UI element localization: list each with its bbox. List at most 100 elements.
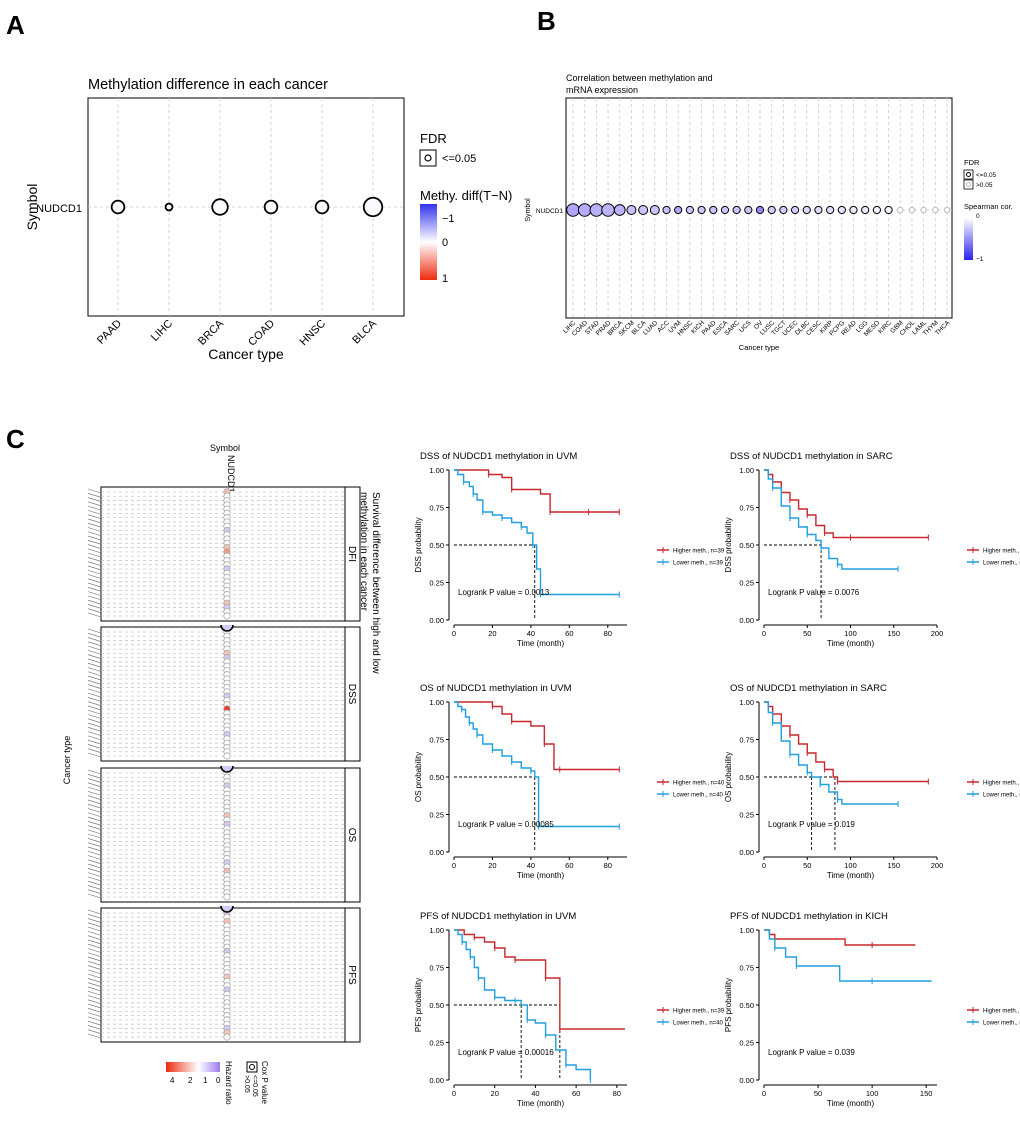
panel-c-row-tick [88, 961, 101, 965]
panel-c-hr-title: Hazard ratio [224, 1061, 233, 1105]
panel-c-row-tick [88, 948, 101, 952]
km-ytick-label: 0.75 [429, 736, 444, 745]
panel-c-row-tick [88, 689, 101, 693]
km-ytick-label: 0.75 [739, 964, 754, 973]
panel-a-colorbar-tick-0: 0 [442, 237, 448, 249]
panel-c-row-tick [88, 910, 101, 914]
panel-c-row-tick [88, 672, 101, 676]
km-curve-higher [764, 470, 928, 538]
km-curve-higher [454, 930, 625, 1029]
panel-c-row-tick [88, 523, 101, 527]
panel-c-row-tick [88, 646, 101, 650]
panel-a-legend-fdr-label: <=0.05 [442, 153, 476, 165]
panel-c-row-tick [88, 502, 101, 506]
panel-b-point-coad [578, 204, 591, 217]
panel-a-point-brca [212, 199, 228, 215]
panel-b-point-sarc [733, 206, 740, 213]
km-ytick-label: 0.75 [429, 964, 444, 973]
panel-c-row-tick [88, 638, 101, 642]
panel-c-row-tick [88, 808, 101, 812]
panel-b-point-lusc [768, 206, 775, 213]
km-ytick-label: 1.00 [739, 926, 754, 935]
km-ytick-label: 1.00 [739, 698, 754, 707]
km-pvalue: Logrank P value = 0.0076 [768, 588, 860, 597]
panel-c-row-tick [88, 663, 101, 667]
panel-c-heatmap-title-line1: Survival difference between high and low [370, 492, 381, 674]
km-ytick-label: 1.00 [429, 466, 444, 475]
panel-b-point-hnsc [686, 206, 693, 213]
km-curve-lower [764, 930, 932, 981]
panel-a-colorbar-tick-1: 1 [442, 273, 448, 285]
km-legend-lower: Lower meth., n=40 [673, 1021, 724, 1027]
panel-c-row-tick [88, 868, 101, 872]
panel-c-row-tick [88, 557, 101, 561]
km-curve-higher [764, 930, 915, 945]
panel-label-c: C [6, 424, 25, 454]
panel-c-row-tick [88, 667, 101, 671]
panel-b-gene-label: NUDCD1 [536, 208, 563, 215]
km-xtick-label: 150 [887, 861, 900, 870]
panel-b-point-blca [639, 206, 648, 215]
panel-c-row-tick [88, 676, 101, 680]
km-legend-lower: Lower meth., n=40 [673, 793, 724, 799]
panel-b-legend-key-nonsig [964, 180, 973, 189]
km-ytick-label: 0.25 [739, 811, 754, 820]
km-plot-2: DSS of NUDCD1 methylation in SARC0.000.2… [724, 451, 1020, 648]
panel-c-row-tick [88, 1034, 101, 1038]
panel-c-row-tick [88, 885, 101, 889]
panel-c-row-tick [88, 847, 101, 851]
km-xlabel: Time (month) [827, 1099, 875, 1108]
panel-b-point-stad [590, 204, 603, 217]
panel-c-cell [224, 753, 230, 759]
panel-c-row-tick [88, 650, 101, 654]
panel-a-xtick-hnsc: HNSC [298, 318, 329, 349]
panel-c-row-tick [88, 600, 101, 604]
panel-a-colorbar [420, 204, 437, 280]
panel-c-cell [224, 1034, 230, 1040]
km-ylabel: PFS probability [414, 978, 423, 1032]
km-xtick-label: 40 [527, 861, 535, 870]
panel-c-row-tick [88, 749, 101, 753]
panel-c-row-tick [88, 536, 101, 540]
km-legend-lower: Lower meth., n=33 [983, 1021, 1020, 1027]
km-ytick-label: 0.00 [739, 1076, 754, 1085]
panel-c-row-tick [88, 817, 101, 821]
panel-c-row-tick [88, 723, 101, 727]
km-legend-higher: Higher meth., n=40 [673, 781, 725, 787]
panel-b-legend-symbol-sig [967, 173, 971, 177]
panel-c-row-tick [88, 1030, 101, 1034]
panel-a-point-blca [364, 198, 383, 217]
panel-c-row-tick [88, 830, 101, 834]
panel-c-row-tick [88, 860, 101, 864]
panel-c-hr-colorbar [166, 1062, 220, 1072]
km-ytick-label: 0.25 [739, 579, 754, 588]
panel-c-row-tick [88, 966, 101, 970]
panel-c-row-tick [88, 740, 101, 744]
km-xtick-label: 80 [604, 629, 612, 638]
panel-c-row-tick [88, 659, 101, 663]
km-legend-lower: Lower meth., n=133 [983, 793, 1020, 799]
panel-b-point-read [850, 206, 857, 213]
km-xlabel: Time (month) [517, 871, 565, 880]
panel-c-row-tick [88, 970, 101, 974]
panel-b-colorbar [964, 218, 973, 260]
panel-c-row-tick [88, 727, 101, 731]
km-pvalue: Logrank P value = 0.0013 [458, 588, 550, 597]
panel-c-row-tick [88, 800, 101, 804]
panel-c-row-tick [88, 629, 101, 633]
km-xtick-label: 40 [527, 629, 535, 638]
panel-c-row-tick [88, 877, 101, 881]
km-legend-higher: Higher meth., n=132 [983, 781, 1020, 787]
panel-c-row-tick [88, 826, 101, 830]
panel-label-b: B [537, 6, 556, 36]
panel-a-ylabel: Symbol [24, 184, 40, 231]
panel-c-row-tick [88, 685, 101, 689]
panel-c-row-tick [88, 575, 101, 579]
panel-c-row-tick [88, 583, 101, 587]
panel-c-hr-tick-2: 2 [188, 1076, 193, 1085]
km-curve-lower [454, 702, 619, 827]
panel-b-point-thym [933, 207, 938, 212]
km-pvalue: Logrank P value = 0.00085 [458, 820, 554, 829]
panel-c-facet-frame-os [101, 768, 345, 902]
panel-c-row-tick [88, 978, 101, 982]
